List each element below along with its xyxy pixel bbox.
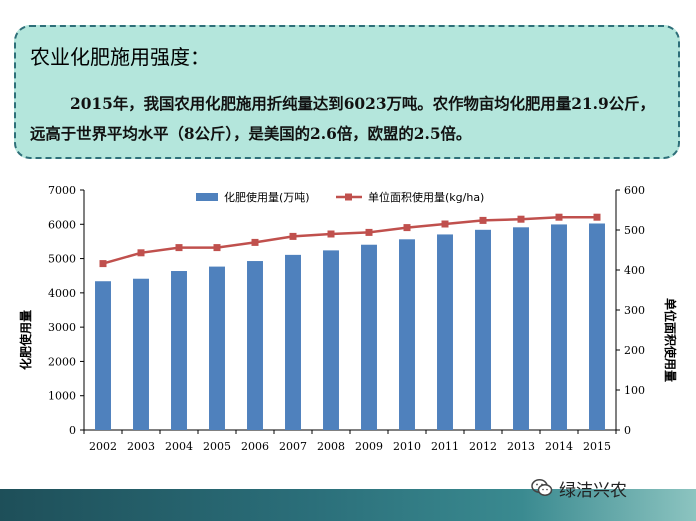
y-left-tick-label: 3000 [48,321,76,334]
callout-box: 农业化肥施用强度： 2015年，我国农用化肥施用折纯量达到6023万吨。农作物亩… [14,25,680,159]
bar-2008 [323,250,339,430]
watermark: 绿洁兴农 [531,474,627,502]
x-tick-label-2008: 2008 [317,440,345,453]
x-tick-label-2014: 2014 [545,440,573,453]
y-left-tick-label: 6000 [48,218,76,231]
line-point-2008 [327,230,335,238]
x-tick-label-2013: 2013 [507,440,535,453]
y-left-axis-title: 化肥使用量 [18,310,33,370]
callout-title: 农业化肥施用强度： [30,45,210,69]
legend-bar-label: 化肥使用量(万吨) [224,190,310,204]
legend-line-label: 单位面积使用量(kg/ha) [368,190,484,204]
line-point-2014 [555,213,563,221]
line-point-2004 [175,244,183,252]
y-left-tick-label: 5000 [48,253,76,266]
line-point-2013 [517,215,525,223]
y-right-tick-label: 500 [624,224,645,237]
x-tick-label-2015: 2015 [583,440,611,453]
y-right-tick-label: 100 [624,384,645,397]
line-point-2006 [251,238,259,246]
y-right-axis-title: 单位面积使用量 [663,298,678,382]
line-point-2010 [403,224,411,232]
y-right-tick-label: 600 [624,184,645,197]
bar-2014 [551,224,567,430]
x-tick-label-2012: 2012 [469,440,497,453]
line-point-2003 [137,249,145,257]
legend-line-marker [345,193,352,201]
x-tick-label-2011: 2011 [431,440,459,453]
y-right-tick-label: 0 [624,424,631,437]
line-point-2002 [99,260,107,268]
watermark-text: 绿洁兴农 [559,480,627,501]
x-tick-label-2007: 2007 [279,440,307,453]
line-point-2015 [593,213,601,221]
x-tick-label-2010: 2010 [393,440,421,453]
bar-2012 [475,229,491,430]
y-right-tick-label: 300 [624,304,645,317]
line-point-2011 [441,220,449,228]
chart-area: 0 1000 2000 3000 4000 5000 6000 7000 0 100 200 300 4… [0,170,696,470]
line-point-2005 [213,244,221,252]
x-tick-label-2009: 2009 [355,440,383,453]
bar-2006 [247,261,263,430]
fertilizer-chart: 0 1000 2000 3000 4000 5000 6000 7000 0 100 200 300 4… [18,184,678,453]
line-series-path [102,215,597,265]
y-left-tick-label: 4000 [48,287,76,300]
x-tick-label-2005: 2005 [203,440,231,453]
bar-2007 [285,254,301,430]
bar-2004 [171,271,187,430]
bar-2011 [437,234,453,430]
bar-2013 [513,227,529,430]
footer-bar [0,489,696,521]
line-point-2012 [479,216,487,224]
y-left-tick-label: 1000 [48,390,76,403]
line-point-2007 [289,232,297,240]
y-right-tick-label: 400 [624,264,645,277]
callout-body: 2015年，我国农用化肥施用折纯量达到6023万吨。农作物亩均化肥用量21.9公… [30,95,655,143]
x-tick-label-2003: 2003 [127,440,155,453]
bar-2003 [133,278,149,430]
x-tick-label-2004: 2004 [165,440,193,453]
legend-bar-swatch [196,193,218,201]
bar-2009 [361,244,377,430]
line-point-2009 [365,228,373,236]
bar-2005 [209,266,225,430]
y-left-tick-label: 2000 [48,355,76,368]
bar-2015 [589,223,605,430]
bar-2002 [95,281,111,430]
y-right-tick-label: 200 [624,344,645,357]
bar-2010 [399,239,415,430]
y-left-tick-label: 0 [69,424,76,437]
x-tick-label-2006: 2006 [241,440,269,453]
y-left-tick-label: 7000 [48,184,76,197]
x-tick-label-2002: 2002 [89,440,117,453]
wechat-icon [531,479,553,496]
